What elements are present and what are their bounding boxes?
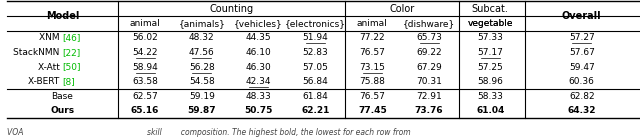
Text: [22]: [22] [62, 48, 81, 57]
Text: 47.56: 47.56 [189, 48, 215, 57]
Text: 57.67: 57.67 [569, 48, 595, 57]
Text: 52.83: 52.83 [303, 48, 328, 57]
Text: animal: animal [357, 19, 388, 28]
Text: [46]: [46] [62, 33, 81, 42]
Text: 70.31: 70.31 [416, 77, 442, 86]
Text: 46.10: 46.10 [246, 48, 271, 57]
Text: {vehicles}: {vehicles} [234, 19, 283, 28]
Text: 60.36: 60.36 [569, 77, 595, 86]
Text: 67.29: 67.29 [416, 63, 442, 72]
Text: Base: Base [51, 92, 74, 101]
Text: Color: Color [389, 4, 415, 14]
Text: XNM: XNM [39, 33, 62, 42]
Text: 51.94: 51.94 [303, 33, 328, 42]
Text: 57.05: 57.05 [303, 63, 328, 72]
Text: 69.22: 69.22 [416, 48, 442, 57]
Text: vegetable: vegetable [468, 19, 513, 28]
Text: 72.91: 72.91 [416, 92, 442, 101]
Text: 62.82: 62.82 [569, 92, 595, 101]
Text: 65.73: 65.73 [416, 33, 442, 42]
Text: 58.94: 58.94 [132, 63, 158, 72]
Text: [50]: [50] [62, 63, 81, 72]
Text: Model: Model [45, 11, 79, 21]
Text: {electronics}: {electronics} [285, 19, 346, 28]
Text: 56.02: 56.02 [132, 33, 158, 42]
Text: 76.57: 76.57 [359, 48, 385, 57]
Text: Ours: Ours [51, 106, 74, 115]
Text: 76.57: 76.57 [359, 92, 385, 101]
Text: 48.33: 48.33 [246, 92, 271, 101]
Text: 58.96: 58.96 [477, 77, 503, 86]
Text: 61.84: 61.84 [303, 92, 328, 101]
Text: 63.58: 63.58 [132, 77, 158, 86]
Text: 44.35: 44.35 [246, 33, 271, 42]
Text: 42.34: 42.34 [246, 77, 271, 86]
Text: 61.04: 61.04 [476, 106, 504, 115]
Text: [8]: [8] [62, 77, 75, 86]
Text: 50.75: 50.75 [244, 106, 273, 115]
Text: {dishware}: {dishware} [403, 19, 455, 28]
Text: StackNMN: StackNMN [13, 48, 62, 57]
Text: 48.32: 48.32 [189, 33, 214, 42]
Text: 64.32: 64.32 [568, 106, 596, 115]
Text: 56.84: 56.84 [303, 77, 328, 86]
Text: X-BERT: X-BERT [28, 77, 62, 86]
Text: 46.30: 46.30 [246, 63, 271, 72]
Text: 57.27: 57.27 [569, 33, 595, 42]
Text: X-Att: X-Att [38, 63, 62, 72]
Text: 54.22: 54.22 [132, 48, 158, 57]
Text: 75.88: 75.88 [359, 77, 385, 86]
Text: 77.22: 77.22 [360, 33, 385, 42]
Text: animal: animal [130, 19, 161, 28]
Text: 73.15: 73.15 [359, 63, 385, 72]
Text: 57.25: 57.25 [477, 63, 503, 72]
Text: 58.33: 58.33 [477, 92, 503, 101]
Text: VOA                                                    skill        composition.: VOA skill composition. [8, 128, 411, 136]
Text: 57.17: 57.17 [477, 48, 503, 57]
Text: 56.28: 56.28 [189, 63, 215, 72]
Text: vegetable: vegetable [468, 19, 513, 28]
Text: 59.87: 59.87 [188, 106, 216, 115]
Text: Counting: Counting [209, 4, 253, 14]
Text: Subcat.: Subcat. [472, 4, 509, 14]
Text: {animals}: {animals} [179, 19, 225, 28]
Text: 77.45: 77.45 [358, 106, 387, 115]
Text: Overall: Overall [562, 11, 602, 21]
Text: 62.57: 62.57 [132, 92, 158, 101]
Text: 62.21: 62.21 [301, 106, 330, 115]
Text: 59.47: 59.47 [569, 63, 595, 72]
Text: 57.33: 57.33 [477, 33, 503, 42]
Text: 59.19: 59.19 [189, 92, 215, 101]
Text: 65.16: 65.16 [131, 106, 159, 115]
Text: 73.76: 73.76 [415, 106, 444, 115]
Text: 54.58: 54.58 [189, 77, 215, 86]
